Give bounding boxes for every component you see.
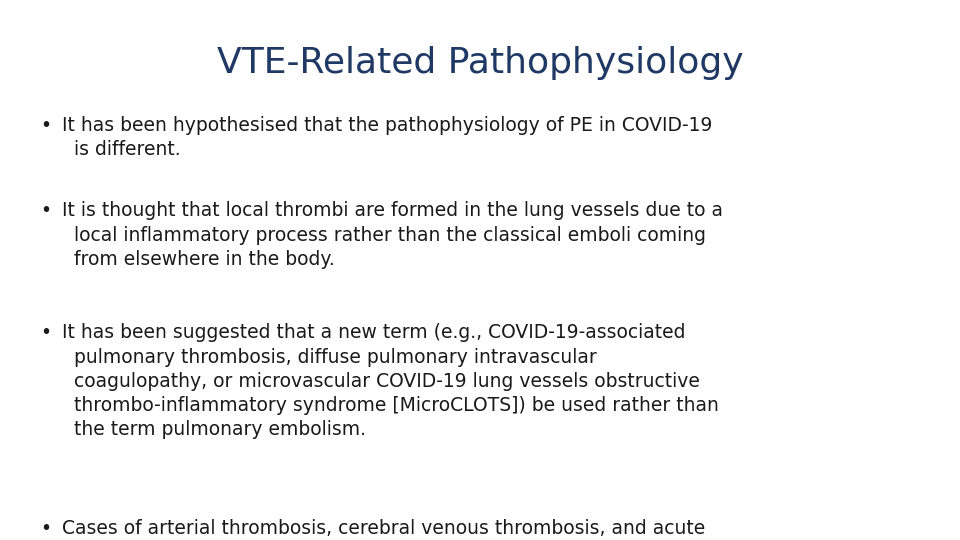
Text: VTE-Related Pathophysiology: VTE-Related Pathophysiology	[217, 46, 743, 80]
Text: •: •	[40, 116, 52, 135]
Text: •: •	[40, 323, 52, 342]
Text: It is thought that local thrombi are formed in the lung vessels due to a
  local: It is thought that local thrombi are for…	[62, 201, 724, 269]
Text: It has been hypothesised that the pathophysiology of PE in COVID-19
  is differe: It has been hypothesised that the pathop…	[62, 116, 712, 159]
Text: •: •	[40, 201, 52, 220]
Text: •: •	[40, 519, 52, 538]
Text: Cases of arterial thrombosis, cerebral venous thrombosis, and acute
  limb ischa: Cases of arterial thrombosis, cerebral v…	[62, 519, 706, 540]
Text: It has been suggested that a new term (e.g., COVID-19-associated
  pulmonary thr: It has been suggested that a new term (e…	[62, 323, 719, 440]
